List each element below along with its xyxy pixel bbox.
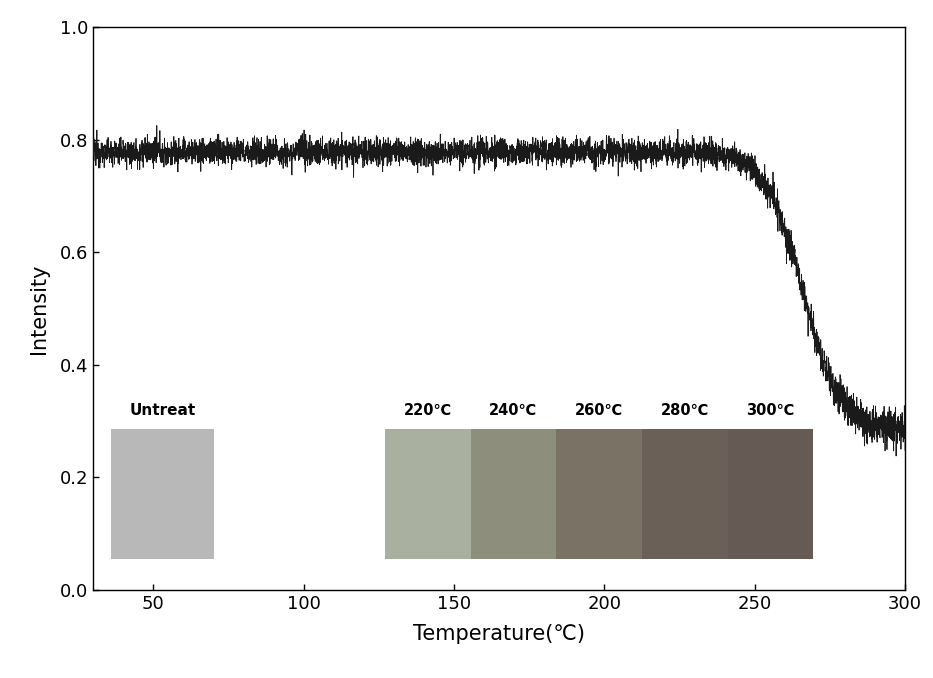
Y-axis label: Intensity: Intensity — [29, 263, 49, 354]
Text: 220℃: 220℃ — [404, 403, 452, 418]
Bar — [111, 429, 214, 559]
X-axis label: Temperature(℃): Temperature(℃) — [413, 624, 585, 644]
Text: 280℃: 280℃ — [661, 403, 709, 418]
Bar — [556, 429, 642, 559]
Bar — [642, 429, 728, 559]
Text: 300℃: 300℃ — [746, 403, 795, 418]
Text: 260℃: 260℃ — [575, 403, 623, 418]
Bar — [470, 429, 556, 559]
Text: Untreat: Untreat — [130, 403, 196, 418]
Text: 240℃: 240℃ — [489, 403, 537, 418]
Bar — [385, 429, 470, 559]
Bar — [728, 429, 814, 559]
